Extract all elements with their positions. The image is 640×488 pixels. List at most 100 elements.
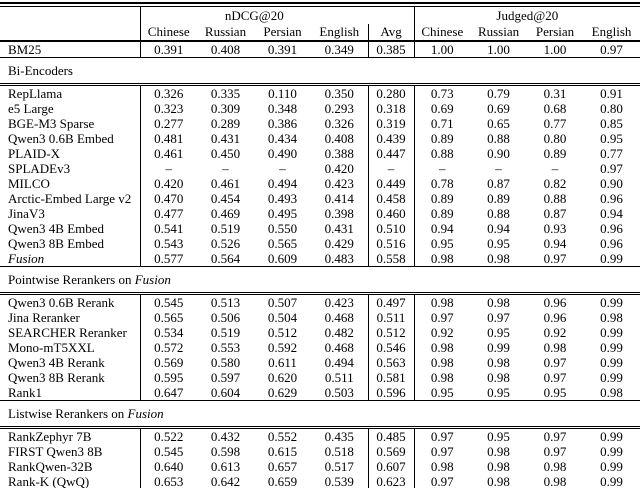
value-cell: 0.97 (430, 310, 454, 325)
value-cell: 0.82 (543, 176, 567, 191)
value-cell: 0.398 (324, 206, 354, 221)
value-cell: 0.95 (487, 236, 510, 251)
value-cell: 0.461 (154, 146, 184, 161)
value-cell: 0.577 (140, 251, 197, 267)
value-cell: 0.615 (267, 444, 298, 459)
value-cell: 0.98 (600, 310, 623, 325)
value-cell: 0.564 (197, 251, 254, 267)
value-cell: 0.598 (210, 444, 241, 459)
value-cell: 0.454 (210, 191, 241, 206)
avg-column-spacer (368, 7, 415, 24)
value-cell: 0.423 (324, 176, 354, 191)
table-row: RepLlama 0.326 0.335 0.110 0.350 0.280 0.73 0.7… (0, 84, 640, 101)
value-cell: 0.335 (210, 86, 241, 101)
value-cell: 0.449 (367, 176, 415, 191)
value-cell: 0.80 (543, 131, 567, 146)
value-cell: 0.93 (543, 221, 567, 236)
value-cell: 0.541 (154, 221, 184, 236)
model-name-cell: Qwen3 0.6B Rerank (0, 293, 141, 310)
value-cell: 1.00 (470, 40, 528, 58)
table-row: Qwen3 0.6B Embed 0.481 0.431 0.434 0.408 0.43… (0, 131, 640, 146)
value-cell: 0.552 (267, 429, 298, 444)
section-header-row: Pointwise Rerankers on Fusion (0, 266, 640, 295)
section-title-text: Bi-Encoders (8, 63, 73, 78)
value-cell: 0.596 (367, 385, 415, 401)
value-cell: 0.87 (487, 176, 510, 191)
value-cell: 0.87 (543, 206, 567, 221)
table-row: e5 Large 0.323 0.309 0.348 0.293 0.318 0.69 0.6… (0, 101, 640, 116)
model-name-cell: Mono-mT5XXL (0, 340, 141, 355)
value-cell: – (551, 161, 559, 176)
model-name-cell: RepLlama (0, 84, 141, 101)
column-header-russian: Russian (204, 24, 247, 39)
value-cell: 0.98 (487, 370, 510, 385)
value-cell: 0.565 (267, 236, 298, 251)
model-name-cell: BGE-M3 Sparse (0, 116, 141, 131)
value-cell: 0.497 (367, 293, 415, 310)
value-cell: 0.539 (324, 474, 354, 488)
value-cell: 0.391 (254, 40, 311, 58)
value-cell: 0.99 (487, 340, 510, 355)
value-cell: 0.511 (324, 370, 354, 385)
value-cell: 0.99 (600, 370, 623, 385)
value-cell: 0.98 (470, 251, 528, 267)
value-cell: 0.97 (527, 251, 584, 267)
column-header-russian-judged: Russian (477, 24, 520, 39)
value-cell: 0.569 (154, 355, 184, 370)
value-cell: 0.89 (430, 131, 454, 146)
value-cell: 0.79 (487, 86, 510, 101)
table-row: Rank1 0.647 0.604 0.629 0.503 0.596 0.95 0.95 0.… (0, 385, 640, 401)
value-cell: 0.420 (154, 176, 184, 191)
value-cell: 0.96 (600, 221, 623, 236)
value-cell: 0.657 (267, 459, 298, 474)
value-cell: 0.90 (487, 146, 510, 161)
value-cell: 0.647 (140, 385, 197, 401)
value-cell: 0.98 (487, 444, 510, 459)
value-cell: 0.534 (154, 325, 184, 340)
value-cell: 0.642 (210, 474, 241, 488)
value-cell: 0.461 (210, 176, 241, 191)
table-row: Fusion 0.577 0.564 0.609 0.483 0.558 0.98 0.98 0… (0, 251, 640, 267)
column-header-english-judged: English (591, 24, 632, 39)
value-cell: 0.89 (487, 191, 510, 206)
value-cell: 0.391 (140, 40, 197, 58)
value-cell: 0.408 (324, 131, 354, 146)
value-cell: 0.94 (487, 221, 510, 236)
value-cell: 0.318 (367, 101, 415, 116)
value-cell: 0.96 (600, 191, 623, 206)
model-name-cell: FIRST Qwen3 8B (0, 444, 141, 459)
value-cell: 0.386 (267, 116, 298, 131)
value-cell: 0.80 (600, 101, 623, 116)
value-cell: 0.414 (324, 191, 354, 206)
value-cell: 0.95 (487, 325, 510, 340)
value-cell: 0.89 (430, 206, 454, 221)
model-name-cell: Jina Reranker (0, 310, 141, 325)
model-name-cell: Rank-K (QwQ) (0, 474, 141, 488)
value-cell: 0.98 (430, 340, 454, 355)
value-cell: 0.519 (210, 325, 241, 340)
value-cell: 0.97 (583, 40, 640, 58)
value-cell: 0.99 (600, 355, 623, 370)
value-cell: 0.71 (430, 116, 454, 131)
value-cell: 0.96 (543, 310, 567, 325)
top-rule-thin (0, 6, 640, 7)
value-cell: 0.522 (154, 429, 184, 444)
table-row: Qwen3 8B Embed 0.543 0.526 0.565 0.429 0.516 0… (0, 236, 640, 251)
model-name-cell: Qwen3 8B Rerank (0, 370, 141, 385)
value-cell: 0.97 (430, 444, 454, 459)
value-cell: 0.98 (583, 385, 640, 401)
value-cell: 0.92 (543, 325, 567, 340)
value-cell: 0.98 (487, 474, 510, 488)
results-table: nDCG@20 Judged@20 Chinese Russian Persian E… (0, 7, 640, 488)
table-row: RankZephyr 7B 0.522 0.432 0.552 0.435 0.485 0.… (0, 427, 640, 444)
value-cell: 0.490 (267, 146, 298, 161)
value-cell: 0.468 (324, 310, 354, 325)
top-rule-thick (0, 2, 640, 4)
table-row: BM25 0.391 0.408 0.391 0.349 0.385 1.00 1.00 1.0… (0, 40, 640, 58)
value-cell: 0.659 (267, 474, 298, 488)
value-cell: 0.450 (210, 146, 241, 161)
value-cell: 0.98 (543, 459, 567, 474)
value-cell: 0.485 (367, 427, 415, 444)
value-cell: 1.00 (527, 40, 584, 58)
table-row: RankQwen-32B 0.640 0.613 0.657 0.517 0.607 0.9… (0, 459, 640, 474)
